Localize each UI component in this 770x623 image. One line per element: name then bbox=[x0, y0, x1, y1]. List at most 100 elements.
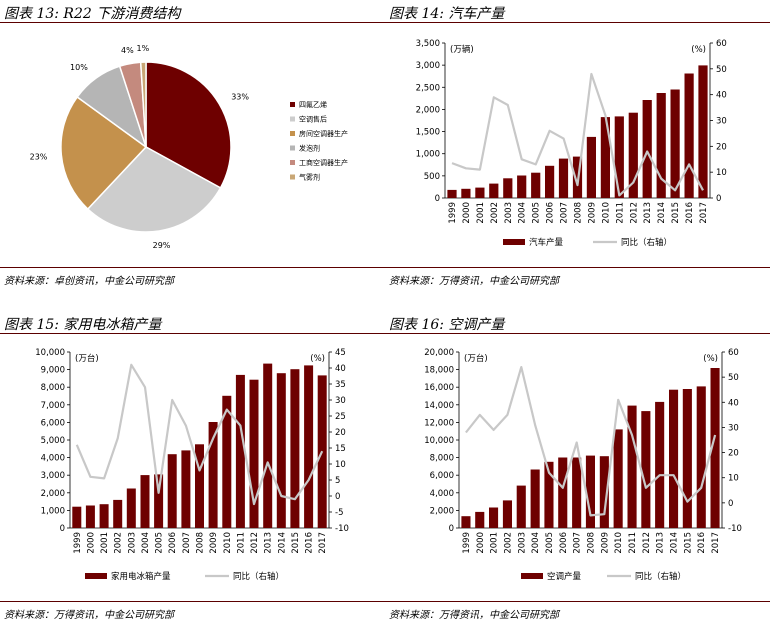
bar-line-chart: 0 500 1,000 1,500 2,000 2,500 3,000 3,500 0 10 20 3… bbox=[416, 39, 727, 248]
x-tick-label: 1999 bbox=[448, 202, 458, 224]
legend-label: 气雾剂 bbox=[299, 173, 320, 182]
legend-swatch-bar bbox=[85, 573, 107, 579]
bar bbox=[682, 389, 692, 528]
legend-label: 四氟乙烯 bbox=[299, 100, 327, 109]
y2-tick-label: 40 bbox=[716, 91, 727, 101]
x-tick-label: 2010 bbox=[223, 532, 233, 554]
pie-slice bbox=[60, 95, 148, 211]
bar bbox=[263, 363, 273, 528]
data-label: 23% bbox=[30, 152, 48, 161]
x-tick-label: 2017 bbox=[318, 532, 328, 554]
bar bbox=[208, 422, 218, 528]
legend-label: 同比（右轴） bbox=[233, 571, 284, 582]
legend-label: 同比（右轴） bbox=[635, 571, 686, 582]
y-tick-label: 2,500 bbox=[416, 83, 440, 93]
legend-label: 房间空调器生产 bbox=[299, 129, 348, 138]
x-tick-label: 2012 bbox=[642, 532, 652, 554]
y2-tick-label: -5 bbox=[335, 508, 343, 518]
bar bbox=[558, 158, 569, 198]
x-tick-label: 2009 bbox=[209, 532, 219, 554]
y-tick-label: 4,000 bbox=[430, 489, 454, 499]
y2-tick-label: 40 bbox=[335, 364, 346, 374]
y-tick-label: 3,000 bbox=[41, 471, 65, 481]
data-label: 4% bbox=[121, 46, 134, 55]
pie-slice bbox=[86, 146, 222, 233]
bar bbox=[613, 429, 623, 528]
bar bbox=[72, 506, 82, 528]
x-tick-label: 2016 bbox=[685, 202, 695, 224]
y-tick-label: 2,000 bbox=[41, 489, 65, 499]
legend-swatch-bar bbox=[521, 573, 543, 579]
y2-tick-label: -10 bbox=[335, 524, 349, 534]
y-tick-label: 16,000 bbox=[424, 383, 454, 393]
bar bbox=[304, 365, 314, 528]
y-tick-label: 8,000 bbox=[41, 383, 65, 393]
x-tick-label: 2004 bbox=[141, 532, 151, 554]
x-tick-label: 2015 bbox=[671, 202, 681, 224]
y2-tick-label: 60 bbox=[728, 348, 739, 358]
left-axis-unit: (万台) bbox=[464, 353, 488, 364]
bar bbox=[447, 189, 457, 198]
x-tick-label: 2001 bbox=[100, 532, 110, 554]
x-tick-label: 2007 bbox=[573, 532, 583, 554]
pie-slice bbox=[145, 61, 232, 189]
x-tick-label: 2000 bbox=[462, 202, 472, 224]
bar bbox=[655, 401, 665, 528]
bar bbox=[502, 500, 512, 528]
x-tick-label: 2005 bbox=[155, 532, 165, 554]
y2-tick-label: 10 bbox=[728, 474, 739, 484]
y2-tick-label: 60 bbox=[716, 39, 727, 49]
legend-label: 工商空调器生产 bbox=[299, 158, 348, 167]
bar bbox=[684, 73, 694, 198]
x-tick-label: 2013 bbox=[643, 202, 653, 224]
legend-label: 发泡剂 bbox=[299, 144, 320, 153]
x-tick-label: 2003 bbox=[517, 532, 527, 554]
bar bbox=[696, 386, 706, 528]
legend-swatch bbox=[290, 145, 295, 151]
y2-tick-label: 10 bbox=[716, 168, 727, 178]
y-tick-label: 1,000 bbox=[416, 150, 440, 160]
y-tick-label: 14,000 bbox=[424, 401, 454, 411]
x-tick-label: 2006 bbox=[546, 202, 556, 224]
data-label: 10% bbox=[70, 63, 88, 72]
panel-auto-production: 图表 14: 汽车产量 0 500 1,000 1,500 2,000 2,500 3,00… bbox=[385, 0, 770, 311]
x-tick-label: 2015 bbox=[683, 532, 693, 554]
x-tick-label: 2006 bbox=[168, 532, 178, 554]
x-tick-label: 2000 bbox=[86, 532, 96, 554]
source-note: 资料来源：卓创资讯，中金公司研究部 bbox=[4, 276, 174, 287]
y-tick-label: 2,000 bbox=[430, 506, 454, 516]
y-tick-label: 20,000 bbox=[424, 348, 454, 358]
x-tick-label: 2009 bbox=[600, 532, 610, 554]
bar bbox=[544, 461, 554, 528]
data-label: 1% bbox=[137, 44, 150, 53]
y2-tick-label: 0 bbox=[728, 499, 733, 509]
bar bbox=[517, 175, 527, 198]
x-tick-label: 2008 bbox=[587, 532, 597, 554]
chart-title: 图表 15: 家用电冰箱产量 bbox=[4, 317, 162, 333]
y2-tick-label: 0 bbox=[716, 194, 721, 204]
source-note: 资料来源：万得资讯，中金公司研究部 bbox=[389, 610, 559, 621]
bar bbox=[489, 183, 499, 198]
bar bbox=[461, 188, 471, 198]
bar bbox=[558, 457, 568, 528]
bar bbox=[599, 456, 609, 528]
bar bbox=[531, 172, 541, 198]
x-tick-label: 2007 bbox=[182, 532, 192, 554]
bar bbox=[140, 475, 150, 528]
bar bbox=[85, 505, 95, 528]
x-tick-label: 2010 bbox=[614, 532, 624, 554]
bar bbox=[503, 178, 513, 198]
bar bbox=[710, 368, 720, 528]
bar bbox=[475, 511, 485, 528]
y2-tick-label: -10 bbox=[728, 524, 742, 534]
bar bbox=[586, 136, 596, 198]
bar bbox=[489, 507, 499, 528]
bar bbox=[670, 89, 680, 198]
y2-tick-label: 10 bbox=[335, 460, 346, 470]
y-tick-label: 10,000 bbox=[424, 436, 454, 446]
y-tick-label: 3,000 bbox=[416, 61, 440, 71]
source-rule bbox=[0, 601, 385, 602]
left-axis-unit: (万台) bbox=[75, 353, 99, 364]
legend-swatch bbox=[290, 102, 295, 107]
line-series bbox=[451, 72, 704, 197]
